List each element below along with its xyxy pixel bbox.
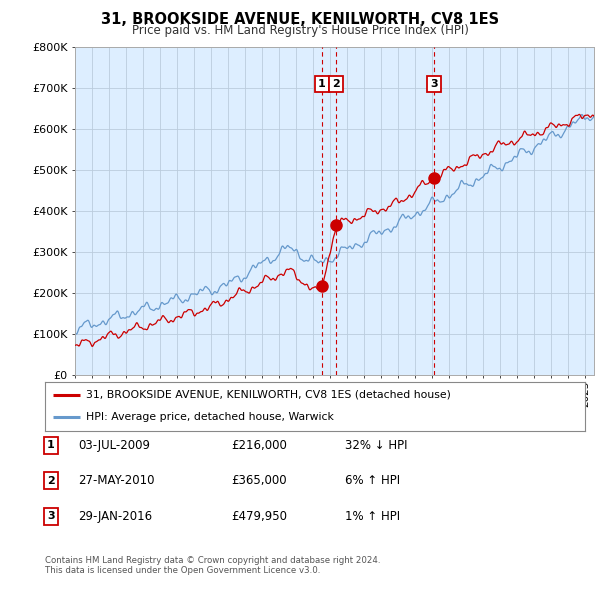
Text: 31, BROOKSIDE AVENUE, KENILWORTH, CV8 1ES: 31, BROOKSIDE AVENUE, KENILWORTH, CV8 1E…	[101, 12, 499, 27]
Text: HPI: Average price, detached house, Warwick: HPI: Average price, detached house, Warw…	[86, 412, 334, 422]
Text: £216,000: £216,000	[231, 439, 287, 452]
Text: Price paid vs. HM Land Registry's House Price Index (HPI): Price paid vs. HM Land Registry's House …	[131, 24, 469, 37]
Text: 1: 1	[318, 79, 326, 89]
Text: 31, BROOKSIDE AVENUE, KENILWORTH, CV8 1ES (detached house): 31, BROOKSIDE AVENUE, KENILWORTH, CV8 1E…	[86, 390, 451, 400]
Text: 3: 3	[47, 512, 55, 521]
Text: 3: 3	[430, 79, 437, 89]
Text: 2: 2	[47, 476, 55, 486]
Text: 32% ↓ HPI: 32% ↓ HPI	[345, 439, 407, 452]
Text: Contains HM Land Registry data © Crown copyright and database right 2024.
This d: Contains HM Land Registry data © Crown c…	[45, 556, 380, 575]
Text: 2: 2	[332, 79, 340, 89]
Text: £479,950: £479,950	[231, 510, 287, 523]
Text: 1: 1	[47, 441, 55, 450]
Text: 6% ↑ HPI: 6% ↑ HPI	[345, 474, 400, 487]
Text: 03-JUL-2009: 03-JUL-2009	[78, 439, 150, 452]
Text: 1% ↑ HPI: 1% ↑ HPI	[345, 510, 400, 523]
Text: 27-MAY-2010: 27-MAY-2010	[78, 474, 155, 487]
Text: 29-JAN-2016: 29-JAN-2016	[78, 510, 152, 523]
Text: £365,000: £365,000	[231, 474, 287, 487]
